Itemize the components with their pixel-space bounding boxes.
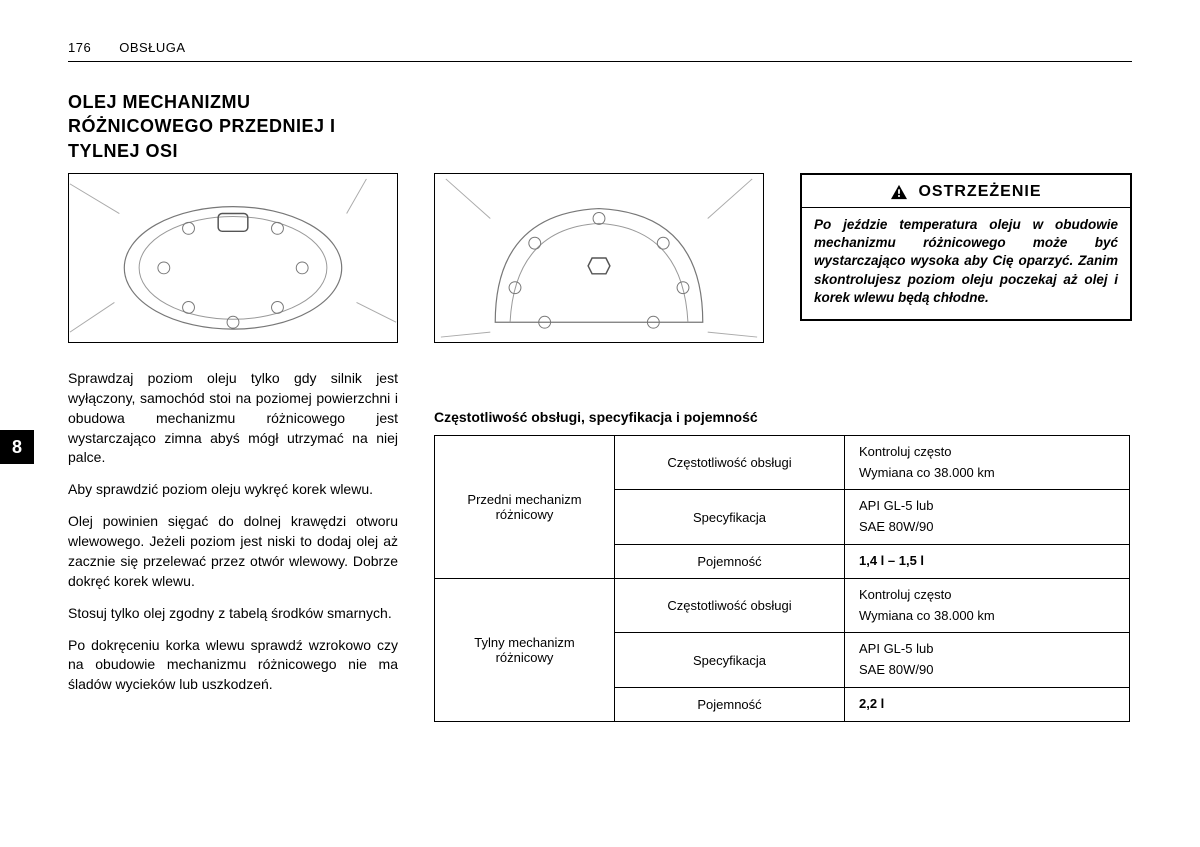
figure-front-diff (68, 173, 398, 343)
warning-title-text: OSTRZEŻENIE (918, 183, 1041, 201)
table-param: Pojemność (615, 545, 845, 579)
table-value: API GL-5 lubSAE 80W/90 (845, 490, 1130, 545)
paragraph-1: Sprawdzaj poziom oleju tylko gdy silnik … (68, 369, 398, 468)
warning-title-row: OSTRZEŻENIE (802, 175, 1130, 208)
table-group-name: Przedni mechanizm różnicowy (435, 435, 615, 578)
column-left: Sprawdzaj poziom oleju tylko gdy silnik … (68, 173, 398, 722)
table-value: API GL-5 lubSAE 80W/90 (845, 633, 1130, 688)
table-row: Tylny mechanizm różnicowyCzęstotliwość o… (435, 578, 1130, 633)
content-columns: Sprawdzaj poziom oleju tylko gdy silnik … (68, 173, 1132, 722)
paragraph-5: Po dokręceniu korka wlewu sprawdź wzroko… (68, 636, 398, 696)
table-heading: Częstotliwość obsługi, specyfikacja i po… (434, 409, 1132, 425)
warning-icon (890, 184, 908, 200)
table-group-name: Tylny mechanizm różnicowy (435, 578, 615, 721)
paragraph-3: Olej powinien sięgać do dolnej krawędzi … (68, 512, 398, 592)
column-right: OSTRZEŻENIE Po jeździe temperatura oleju… (800, 173, 1132, 369)
table-param: Specyfikacja (615, 490, 845, 545)
spec-table: Przedni mechanizm różnicowyCzęstotliwość… (434, 435, 1130, 722)
warning-body: Po jeździe temperatura oleju w obudowie … (802, 208, 1130, 319)
table-row: Przedni mechanizm różnicowyCzęstotliwość… (435, 435, 1130, 490)
table-value: 1,4 l – 1,5 l (845, 545, 1130, 579)
section-title: OLEJ MECHANIZMU RÓŻNICOWEGO PRZEDNIEJ I … (68, 90, 398, 163)
figure-rear-diff-svg (435, 174, 763, 342)
figure-front-diff-svg (69, 174, 397, 342)
header-section: OBSŁUGA (119, 40, 185, 55)
table-value: Kontroluj częstoWymiana co 38.000 km (845, 578, 1130, 633)
paragraph-4: Stosuj tylko olej zgodny z tabelą środkó… (68, 604, 398, 624)
column-right-wrap: OSTRZEŻENIE Po jeździe temperatura oleju… (434, 173, 1132, 722)
paragraph-2: Aby sprawdzić poziom oleju wykręć korek … (68, 480, 398, 500)
table-param: Specyfikacja (615, 633, 845, 688)
header-rule (68, 61, 1132, 62)
upper-right-row: OSTRZEŻENIE Po jeździe temperatura oleju… (434, 173, 1132, 369)
page-container: 176 OBSŁUGA OLEJ MECHANIZMU RÓŻNICOWEGO … (0, 0, 1200, 752)
figure-rear-diff (434, 173, 764, 343)
table-param: Częstotliwość obsługi (615, 578, 845, 633)
table-value: 2,2 l (845, 688, 1130, 722)
table-param: Częstotliwość obsługi (615, 435, 845, 490)
table-section: Częstotliwość obsługi, specyfikacja i po… (434, 409, 1132, 722)
running-header: 176 OBSŁUGA (68, 40, 1132, 55)
column-mid (434, 173, 764, 369)
table-value: Kontroluj częstoWymiana co 38.000 km (845, 435, 1130, 490)
table-param: Pojemność (615, 688, 845, 722)
page-number: 176 (68, 40, 91, 55)
warning-box: OSTRZEŻENIE Po jeździe temperatura oleju… (800, 173, 1132, 321)
